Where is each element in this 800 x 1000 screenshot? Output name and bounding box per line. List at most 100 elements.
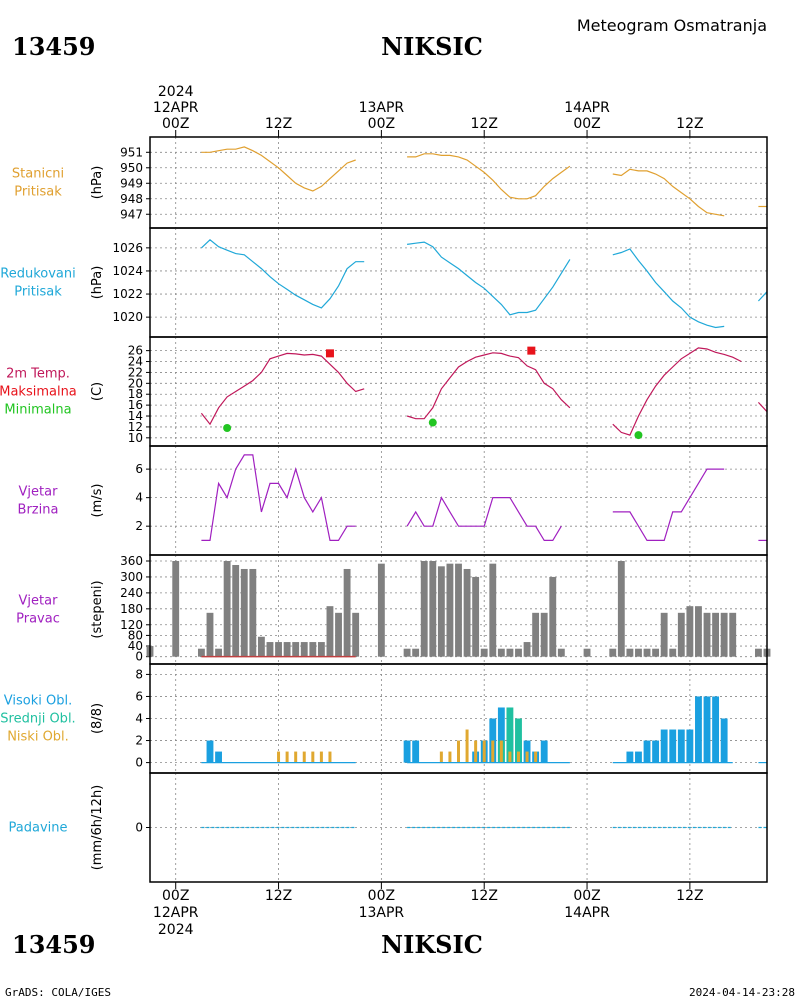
bar [300,642,308,657]
y-tick-label: 4 [135,712,143,726]
panel-label: Srednji Obl. [0,712,75,727]
panel-label: Niski Obl. [7,730,69,745]
bar [523,642,531,657]
bar [277,751,281,763]
bar [686,606,694,657]
y-tick-label: 40 [128,639,143,653]
bar [437,566,445,657]
y-tick-label: 1024 [112,264,143,278]
y-tick-label: 948 [120,192,143,206]
bar [669,729,677,763]
x-bottom-label: 12Z [471,888,498,904]
bar [660,729,668,763]
series-line [612,248,725,329]
bar [429,561,437,657]
series-line [757,401,768,413]
x-top-label: 12Z [676,116,703,132]
bar [283,642,291,657]
x-top-label: 12Z [265,116,292,132]
station-name-bottom: NIKSIC [381,930,483,959]
y-tick-label: 6 [135,689,143,703]
bar [643,740,651,763]
y-axis-label: (8/8) [90,703,105,734]
bar [499,740,503,763]
bar [377,563,385,657]
panel-frame [149,336,768,447]
x-top-label: 00Z [162,116,189,132]
bar [232,564,240,657]
series-line [200,239,365,309]
station-id-top: 13459 [12,32,96,61]
y-tick-label: 0 [135,821,143,835]
bar [660,612,668,657]
y-tick-label: 120 [120,618,143,632]
x-top-label: 14APR [564,100,610,116]
chart-title: Meteogram Osmatranja [577,16,767,35]
y-axis-label: (C) [90,382,105,401]
bar [215,751,222,763]
bar [626,751,634,763]
bar [317,642,325,657]
bar [617,561,625,657]
bar [439,751,443,763]
bar [491,740,495,763]
bar [497,648,505,657]
y-tick-label: 1026 [112,241,143,255]
bar [489,718,497,763]
bar [206,612,214,657]
x-bottom-label: 00Z [368,888,395,904]
y-tick-label: 20 [128,376,143,390]
bar [703,696,711,763]
bar [712,696,720,763]
y-tick-label: 1022 [112,287,143,301]
tmax-marker [325,349,334,358]
x-top-label: 13APR [359,100,405,116]
bar [412,648,420,657]
y-tick-label: 240 [120,586,143,600]
y-tick-label: 10 [128,431,143,445]
x-bottom-label: 14APR [564,905,610,921]
bar [403,740,411,763]
panel-label: Maksimalna [0,385,77,400]
y-tick-label: 26 [128,344,143,358]
x-bottom-label: 00Z [573,888,600,904]
bar [635,751,642,763]
bar [515,718,522,763]
y-tick-label: 24 [128,355,143,369]
bar [309,642,317,657]
y-tick-label: 80 [128,628,143,642]
y-axis-label: (hPa) [90,166,105,200]
y-tick-label: 16 [128,398,143,412]
bar [677,612,685,657]
bar [275,642,282,657]
panels-group: 947948949950951(hPa)StanicniPritisak1020… [0,136,771,883]
bar [455,563,462,657]
bar [677,729,685,763]
y-tick-label: 1020 [112,310,143,324]
bar [626,648,634,657]
x-bottom-label: 00Z [162,888,189,904]
tmin-marker [634,431,643,440]
bar [712,612,720,657]
bar [465,729,469,763]
bar [446,563,454,657]
series-line [200,352,365,426]
series-line [406,496,562,542]
y-tick-label: 949 [120,176,143,190]
bar [457,740,460,763]
bar [448,751,452,763]
y-tick-label: 947 [120,207,143,221]
y-tick-label: 2 [135,734,143,748]
x-top-label: 00Z [368,116,395,132]
panel-label: Pritisak [14,285,62,300]
series-line [757,291,768,302]
bar [729,612,737,657]
y-tick-label: 951 [120,145,143,159]
bar [472,576,480,657]
bar [609,648,617,657]
bar [540,612,548,657]
